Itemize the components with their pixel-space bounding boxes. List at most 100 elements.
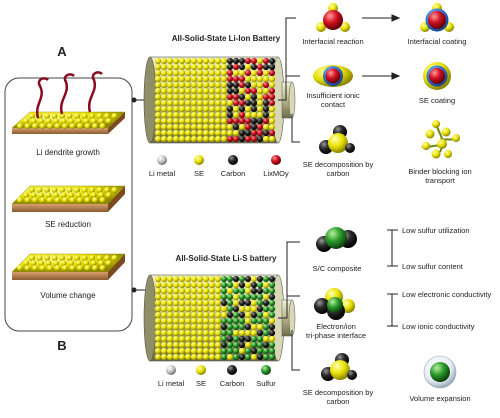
particle bbox=[208, 311, 216, 319]
particle bbox=[256, 311, 264, 319]
particle bbox=[69, 265, 76, 271]
particle bbox=[99, 123, 106, 129]
particle bbox=[32, 197, 38, 203]
particle bbox=[214, 75, 222, 83]
issue-b1-label: S/C composite bbox=[313, 264, 362, 273]
particle bbox=[99, 197, 106, 203]
particle bbox=[202, 105, 210, 113]
particle bbox=[238, 347, 246, 355]
particle bbox=[238, 293, 246, 301]
particle bbox=[111, 113, 118, 119]
particle bbox=[250, 305, 258, 313]
particle bbox=[166, 341, 174, 349]
particle bbox=[208, 57, 216, 65]
legend-b-li-metal-icon bbox=[166, 365, 176, 375]
particle bbox=[226, 93, 234, 101]
particle bbox=[208, 287, 216, 295]
particle bbox=[178, 305, 186, 313]
particle bbox=[196, 275, 204, 283]
particle bbox=[36, 255, 43, 261]
particle bbox=[202, 347, 210, 355]
particle bbox=[202, 323, 210, 331]
particle bbox=[98, 260, 104, 266]
particle bbox=[262, 75, 270, 83]
particle bbox=[166, 69, 174, 77]
particle bbox=[262, 105, 270, 113]
particle bbox=[238, 99, 246, 107]
particle bbox=[160, 281, 168, 289]
se-decomposition-icon-a bbox=[319, 125, 355, 154]
particle bbox=[166, 299, 174, 307]
particle bbox=[166, 281, 174, 289]
particle bbox=[226, 353, 234, 361]
particle bbox=[54, 265, 61, 271]
particle bbox=[178, 293, 186, 301]
particle bbox=[220, 135, 228, 143]
particle bbox=[160, 99, 168, 107]
particle bbox=[262, 347, 270, 355]
particle bbox=[30, 118, 37, 124]
particle bbox=[178, 311, 186, 319]
particle bbox=[250, 105, 258, 113]
particle bbox=[38, 192, 44, 198]
particle bbox=[244, 75, 252, 83]
particle bbox=[214, 311, 222, 319]
legend-a: Li metal SE Carbon LixMOy bbox=[149, 155, 289, 178]
particle bbox=[202, 123, 210, 131]
particle bbox=[39, 123, 46, 129]
particle bbox=[256, 93, 264, 101]
particle bbox=[244, 341, 252, 349]
particle bbox=[166, 57, 174, 65]
particle bbox=[202, 117, 210, 125]
particle bbox=[184, 287, 192, 295]
bracket-b bbox=[278, 229, 398, 371]
particle bbox=[250, 347, 258, 355]
particle bbox=[214, 69, 222, 77]
particle bbox=[160, 287, 168, 295]
particle bbox=[172, 347, 180, 355]
particle bbox=[208, 87, 216, 95]
particle bbox=[208, 353, 216, 361]
particle bbox=[220, 123, 228, 131]
particle bbox=[160, 117, 168, 125]
solution-a2-label: SE coating bbox=[419, 96, 455, 105]
particle bbox=[226, 293, 234, 301]
particle bbox=[160, 329, 168, 337]
volume-expansion-icon bbox=[423, 355, 457, 389]
legend-a-se: SE bbox=[194, 169, 204, 178]
particle bbox=[214, 105, 222, 113]
particle bbox=[226, 129, 234, 137]
particle bbox=[214, 57, 222, 65]
particle bbox=[202, 69, 210, 77]
particle bbox=[75, 260, 82, 266]
particle bbox=[232, 135, 240, 143]
battery-a-title: All-Solid-State Li-Ion Battery bbox=[172, 34, 281, 43]
particle bbox=[262, 87, 270, 95]
particle bbox=[220, 311, 228, 319]
particle bbox=[256, 63, 264, 71]
particle bbox=[178, 81, 186, 89]
particle bbox=[220, 93, 228, 101]
particle bbox=[160, 57, 168, 65]
particle bbox=[184, 93, 192, 101]
particle bbox=[51, 255, 58, 261]
particle bbox=[268, 293, 276, 301]
particle bbox=[172, 329, 180, 337]
particle bbox=[190, 111, 198, 119]
particle bbox=[250, 117, 258, 125]
particle bbox=[268, 135, 276, 143]
particle bbox=[154, 293, 162, 301]
particle bbox=[256, 75, 264, 83]
particle bbox=[196, 299, 204, 307]
particle bbox=[190, 87, 198, 95]
particle bbox=[256, 99, 264, 107]
particle bbox=[220, 87, 228, 95]
particle bbox=[262, 341, 270, 349]
particle bbox=[178, 347, 186, 355]
particle bbox=[256, 129, 264, 137]
particle bbox=[220, 111, 228, 119]
particle bbox=[160, 111, 168, 119]
particle bbox=[29, 187, 35, 193]
particle bbox=[226, 105, 234, 113]
particle bbox=[154, 69, 162, 77]
